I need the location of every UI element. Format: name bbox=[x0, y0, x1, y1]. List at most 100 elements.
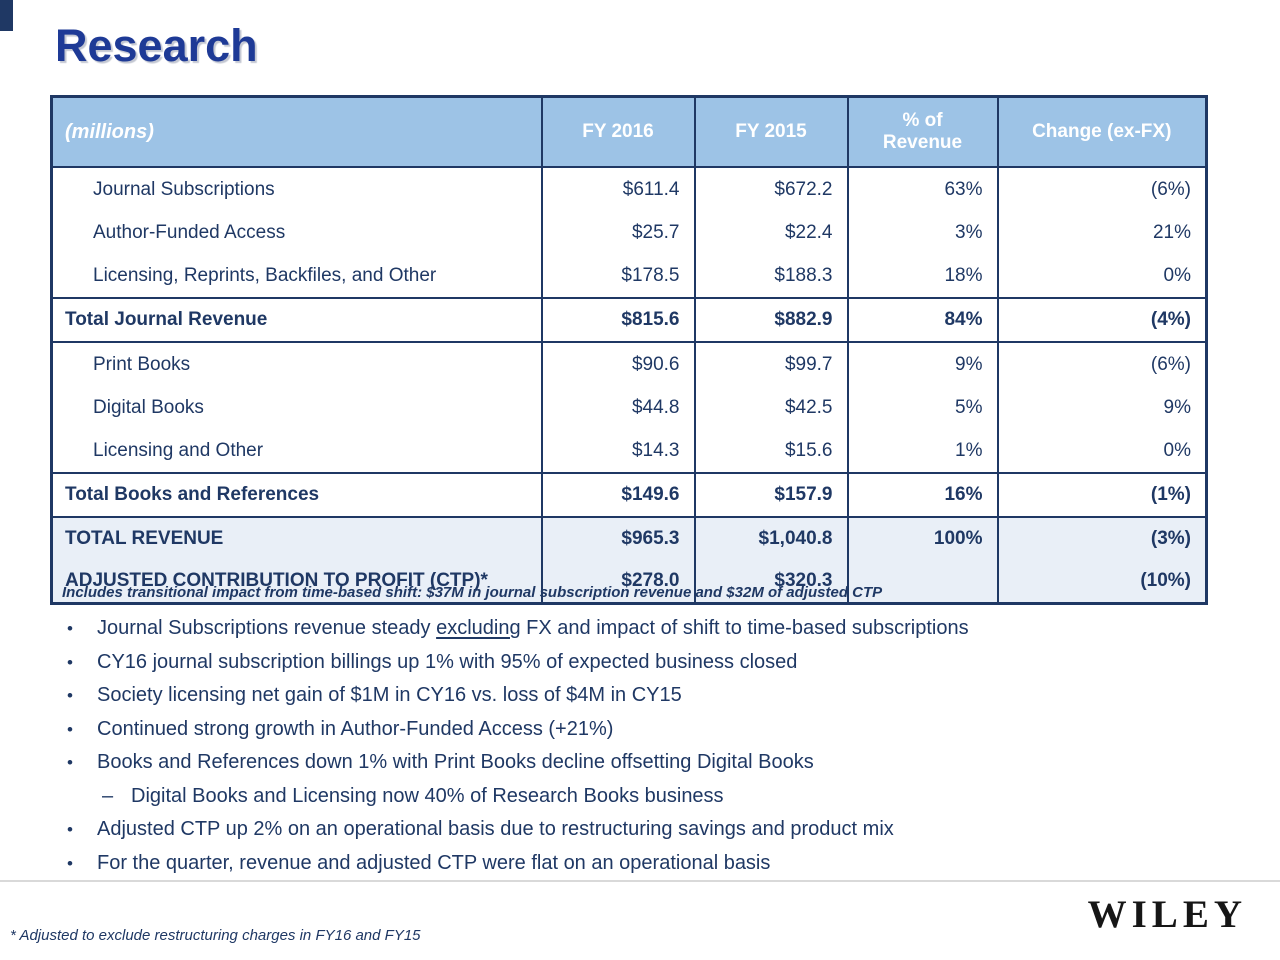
footnote: * Adjusted to exclude restructuring char… bbox=[10, 927, 421, 944]
cell-pct: 100% bbox=[846, 516, 998, 560]
cell-fy2015: $882.9 bbox=[693, 297, 848, 342]
cell-fy2016: $815.6 bbox=[540, 297, 695, 342]
cell-change: 0% bbox=[996, 429, 1207, 473]
cell-change: (4%) bbox=[996, 297, 1207, 342]
bullet-marker: • bbox=[67, 853, 73, 873]
cell-label: ADJUSTED CONTRIBUTION TO PROFIT (CTP)* bbox=[51, 560, 542, 604]
bullet-marker: • bbox=[67, 753, 73, 772]
bullet-marker: • bbox=[67, 619, 73, 638]
bullet-list: • Journal Subscriptions revenue steady e… bbox=[63, 612, 1203, 880]
wiley-logo: WILEY bbox=[1087, 893, 1247, 936]
cell-fy2015: $157.9 bbox=[693, 472, 848, 517]
cell-pct: 16% bbox=[846, 472, 998, 517]
bullet-text: Adjusted CTP up 2% on an operational bas… bbox=[97, 818, 894, 840]
cell-fy2015: $672.2 bbox=[693, 166, 848, 211]
cell-label: Journal Subscriptions bbox=[51, 166, 542, 211]
cell-change: (6%) bbox=[996, 166, 1207, 211]
cell-fy2015: $22.4 bbox=[693, 211, 848, 254]
header-fy2015: FY 2015 bbox=[693, 96, 848, 168]
cell-fy2015: $15.6 bbox=[693, 429, 848, 473]
cell-pct: 5% bbox=[846, 386, 998, 429]
cell-fy2016: $178.5 bbox=[540, 254, 695, 298]
header-fy2016: FY 2016 bbox=[540, 96, 695, 168]
bullet-text: Continued strong growth in Author-Funded… bbox=[97, 717, 614, 740]
bullet-item: • Continued strong growth in Author-Fund… bbox=[63, 713, 1203, 747]
cell-fy2016: $149.6 bbox=[540, 472, 695, 517]
cell-label: Licensing, Reprints, Backfiles, and Othe… bbox=[93, 264, 437, 286]
cell-fy2016: $14.3 bbox=[540, 429, 695, 473]
bullet-item: • Books and References down 1% with Prin… bbox=[63, 746, 1203, 780]
cell-pct: 1% bbox=[846, 429, 998, 473]
row-digital-books: Digital Books $44.8 $42.5 5% 9% bbox=[52, 386, 1207, 429]
cell-pct: 63% bbox=[846, 166, 998, 211]
table-note: Includes transitional impact from time-b… bbox=[62, 584, 883, 601]
row-licensing-reprints-backfiles: Licensing, Reprints, Backfiles, and Othe… bbox=[52, 254, 1207, 298]
row-licensing-and-other: Licensing and Other $14.3 $15.6 1% 0% bbox=[52, 429, 1207, 473]
bullet-item: • Adjusted CTP up 2% on an operational b… bbox=[63, 813, 1203, 847]
cell-label: Total Journal Revenue bbox=[51, 297, 542, 342]
cell-fy2015: $1,040.8 bbox=[693, 516, 848, 560]
row-journal-subscriptions: Journal Subscriptions $611.4 $672.2 63% … bbox=[51, 166, 1207, 211]
cell-change: (1%) bbox=[996, 472, 1207, 517]
row-author-funded-access: Author-Funded Access $25.7 $22.4 3% 21% bbox=[52, 211, 1207, 254]
row-print-books: Print Books $90.6 $99.7 9% (6%) bbox=[51, 341, 1207, 386]
cell-fy2016: $278.0 bbox=[540, 560, 695, 604]
bullet-item: • Society licensing net gain of $1M in C… bbox=[63, 679, 1203, 713]
cell-change: 0% bbox=[996, 254, 1207, 298]
cell-pct: 18% bbox=[846, 254, 998, 298]
cell-fy2016: $44.8 bbox=[540, 386, 695, 429]
bullet-text-pre: Journal Subscriptions revenue steady bbox=[97, 617, 437, 639]
row-adjusted-ctp: ADJUSTED CONTRIBUTION TO PROFIT (CTP)* $… bbox=[51, 560, 1207, 604]
sub-bullet-item: – Digital Books and Licensing now 40% of… bbox=[98, 780, 1203, 814]
row-total-books-references: Total Books and References $149.6 $157.9… bbox=[51, 472, 1207, 517]
bullet-text: Society licensing net gain of $1M in CY1… bbox=[97, 684, 682, 706]
header-pct-revenue: % of Revenue bbox=[846, 96, 998, 168]
header-millions: (millions) bbox=[51, 96, 542, 168]
financial-table: (millions) FY 2016 FY 2015 % of Revenue … bbox=[50, 95, 1208, 605]
cell-change: 9% bbox=[996, 386, 1207, 429]
bullet-text: CY16 journal subscription billings up 1%… bbox=[97, 650, 798, 673]
cell-label: Print Books bbox=[51, 341, 542, 386]
cell-fy2016: $25.7 bbox=[540, 211, 695, 254]
cell-fy2016: $611.4 bbox=[540, 166, 695, 211]
table-header-row: (millions) FY 2016 FY 2015 % of Revenue … bbox=[51, 96, 1207, 168]
page-title: Research bbox=[55, 20, 258, 71]
cell-fy2015: $188.3 bbox=[693, 254, 848, 298]
bullet-item: • CY16 journal subscription billings up … bbox=[63, 646, 1203, 680]
footer-divider bbox=[0, 880, 1280, 882]
cell-change: (10%) bbox=[996, 560, 1207, 604]
cell-fy2016: $965.3 bbox=[540, 516, 695, 560]
header-change-exfx: Change (ex-FX) bbox=[996, 96, 1207, 168]
cell-label: TOTAL REVENUE bbox=[51, 516, 542, 560]
bullet-marker: • bbox=[67, 719, 73, 739]
cell-pct: 9% bbox=[846, 341, 998, 386]
cell-pct: 84% bbox=[846, 297, 998, 342]
cell-label: Total Books and References bbox=[51, 472, 542, 517]
cell-fy2015: $99.7 bbox=[693, 341, 848, 386]
cell-pct bbox=[846, 560, 998, 604]
cell-fy2016: $90.6 bbox=[540, 341, 695, 386]
cell-pct: 3% bbox=[846, 211, 998, 254]
row-total-revenue: TOTAL REVENUE $965.3 $1,040.8 100% (3%) bbox=[51, 516, 1207, 560]
cell-label: Author-Funded Access bbox=[93, 221, 286, 243]
cell-fy2015: $42.5 bbox=[693, 386, 848, 429]
cell-fy2015: $320.3 bbox=[693, 560, 848, 604]
bullet-text: For the quarter, revenue and adjusted CT… bbox=[97, 851, 771, 874]
bullet-item: • Journal Subscriptions revenue steady e… bbox=[63, 612, 1203, 646]
bullet-text-underlined: excluding bbox=[436, 617, 521, 639]
bullet-item: • For the quarter, revenue and adjusted … bbox=[63, 847, 1203, 881]
bullet-text: Journal Subscriptions revenue steady exc… bbox=[97, 612, 969, 646]
cell-label: Licensing and Other bbox=[93, 439, 264, 461]
bullet-text: Digital Books and Licensing now 40% of R… bbox=[131, 784, 724, 807]
row-total-journal-revenue: Total Journal Revenue $815.6 $882.9 84% … bbox=[51, 297, 1207, 342]
bullet-marker: • bbox=[67, 820, 73, 839]
bullet-text: Books and References down 1% with Print … bbox=[97, 751, 814, 773]
bullet-marker: • bbox=[67, 686, 73, 705]
dash-marker: – bbox=[102, 784, 114, 807]
cell-change: 21% bbox=[996, 211, 1207, 254]
cell-change: (6%) bbox=[996, 341, 1207, 386]
cell-change: (3%) bbox=[996, 516, 1207, 560]
bullet-text-post: FX and impact of shift to time-based sub… bbox=[520, 617, 969, 639]
cell-label: Digital Books bbox=[93, 396, 204, 418]
corner-accent-bar bbox=[0, 0, 13, 31]
